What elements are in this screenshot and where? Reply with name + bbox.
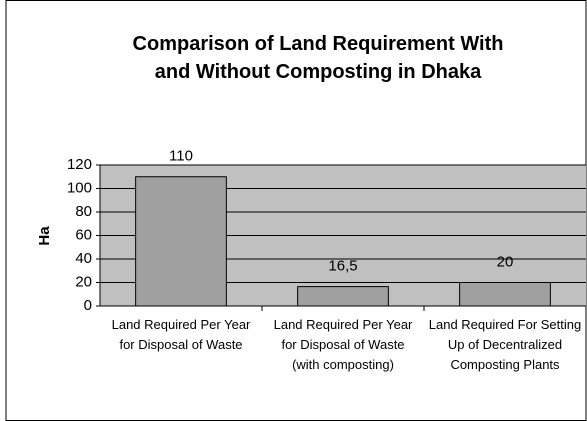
y-tick-label: 80 (75, 203, 92, 220)
y-tick-label: 120 (67, 156, 92, 173)
y-tick-label: 100 (67, 179, 92, 196)
y-tick-label: 40 (75, 250, 92, 267)
y-axis-label: Ha (36, 226, 53, 246)
x-tick-label: Land Required Per Year for Disposal of Wa… (112, 317, 251, 352)
value-label: 110 (169, 148, 193, 165)
bar (135, 176, 227, 307)
x-tick-label: Land Required Per Year for Disposal of Wa… (274, 317, 413, 372)
x-tick-label: Land Required For Setting Up of Decentral… (429, 317, 581, 372)
y-tick-label: 0 (84, 297, 92, 314)
chart-title: Comparison of Land Requirement With and W… (133, 33, 504, 83)
bar (297, 286, 389, 307)
y-tick-label: 20 (75, 273, 92, 290)
bar (459, 282, 551, 307)
y-tick-label: 60 (75, 226, 92, 243)
value-label: 20 (497, 253, 514, 270)
value-label: 16,5 (328, 258, 357, 275)
